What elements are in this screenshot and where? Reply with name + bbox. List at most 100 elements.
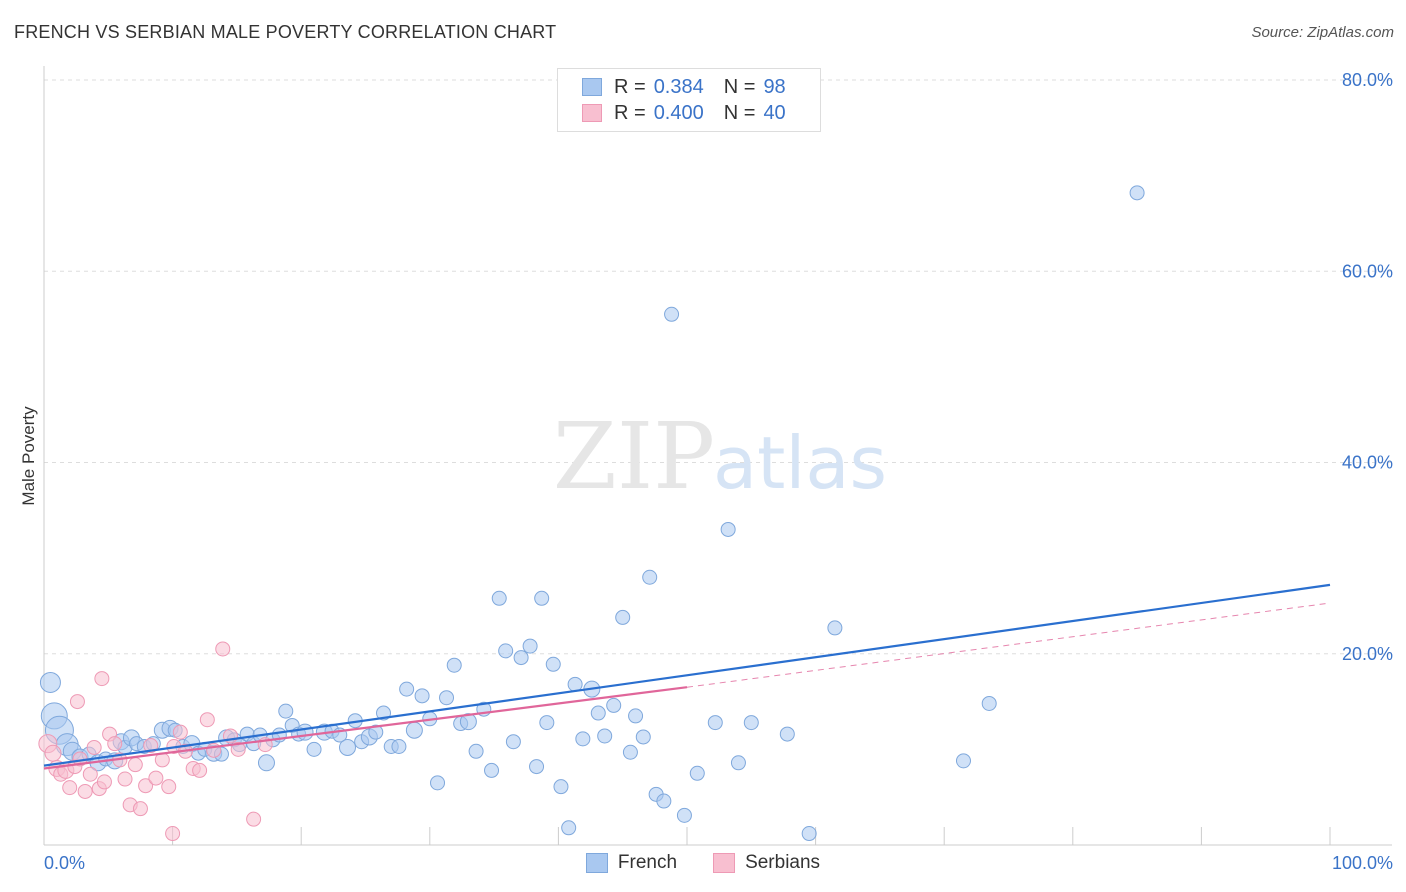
french-point xyxy=(459,713,477,731)
y-tick-label: 60.0% xyxy=(1342,261,1393,281)
french-point xyxy=(664,306,680,322)
serbians-point xyxy=(44,744,62,762)
french-point xyxy=(707,715,723,731)
y-tick-label: 40.0% xyxy=(1342,453,1393,473)
french-point xyxy=(545,656,561,672)
serbians-point xyxy=(230,741,246,757)
legend-label-french: French xyxy=(617,852,678,873)
r-label: R = xyxy=(614,75,646,98)
serbians-point xyxy=(148,770,164,786)
french-point xyxy=(1129,185,1145,201)
french-point xyxy=(513,650,529,666)
french-point xyxy=(399,681,415,697)
french-point xyxy=(468,743,484,759)
serbians-point xyxy=(246,811,262,827)
french-point xyxy=(368,724,384,740)
n-value: 98 xyxy=(763,75,786,98)
french-trend-line xyxy=(43,583,1331,767)
trend-lines xyxy=(43,583,1331,770)
serbians-point xyxy=(96,774,112,790)
legend-row-serbians: R = 0.400 N = 40 xyxy=(582,101,786,125)
correlation-legend: R = 0.384 N = 98 R = 0.400 N = 40 xyxy=(557,68,821,132)
french-point xyxy=(553,779,569,795)
y-tick-label: 80.0% xyxy=(1342,70,1393,90)
french-swatch xyxy=(582,78,602,96)
r-value: 0.384 xyxy=(653,75,704,98)
french-point xyxy=(676,807,692,823)
serbians-point xyxy=(86,739,102,755)
french-point xyxy=(720,521,736,537)
french-point xyxy=(955,753,971,769)
french-swatch xyxy=(585,853,608,873)
serbians-point xyxy=(127,757,143,773)
watermark: ZIP atlas xyxy=(553,403,887,510)
legend-item-serbians: Serbians xyxy=(713,852,820,874)
french-point xyxy=(635,729,651,745)
y-tick-label: 20.0% xyxy=(1342,644,1393,664)
legend-row-french: R = 0.384 N = 98 xyxy=(582,75,786,99)
french-point xyxy=(484,762,500,778)
r-value: 0.400 xyxy=(653,101,704,124)
french-point xyxy=(414,688,430,704)
french-point xyxy=(779,726,795,742)
french-point xyxy=(430,775,446,791)
french-point xyxy=(498,643,514,659)
x-tick-label: 0.0% xyxy=(44,853,85,873)
french-point xyxy=(590,705,606,721)
serbians-point xyxy=(132,801,148,817)
watermark-atlas: atlas xyxy=(713,421,887,505)
serbians-trend-extension xyxy=(686,602,1331,688)
serbians-point xyxy=(138,778,154,794)
french-point xyxy=(730,755,746,771)
french-point xyxy=(257,754,275,772)
serbians-point xyxy=(192,762,208,778)
source-label: Source: ZipAtlas.com xyxy=(1251,24,1394,41)
serbians-point xyxy=(82,766,98,782)
serbians-point xyxy=(69,694,85,710)
french-point xyxy=(446,657,462,673)
french-point xyxy=(391,739,407,755)
serbians-point xyxy=(117,771,133,787)
french-point xyxy=(306,741,322,757)
n-value: 40 xyxy=(763,101,786,124)
french-point xyxy=(534,590,550,606)
french-point xyxy=(439,690,455,706)
watermark-zip: ZIP xyxy=(553,403,715,510)
serbians-point xyxy=(172,724,188,740)
french-point xyxy=(622,744,638,760)
french-point xyxy=(597,728,613,744)
serbians-point xyxy=(94,671,110,687)
french-point xyxy=(522,638,538,654)
gridlines xyxy=(44,79,1392,655)
serbians-point xyxy=(199,712,215,728)
french-point xyxy=(539,715,555,731)
y-axis-label: Male Poverty xyxy=(19,406,38,506)
french-point xyxy=(981,695,997,711)
serbians-point xyxy=(165,826,181,842)
french-point xyxy=(529,759,545,775)
r-label: R = xyxy=(614,101,646,124)
french-point xyxy=(39,671,61,693)
serbians-swatch xyxy=(713,853,736,873)
serbians-point xyxy=(107,736,123,752)
french-point xyxy=(615,609,631,625)
chart-title: FRENCH VS SERBIAN MALE POVERTY CORRELATI… xyxy=(14,22,557,42)
french-point xyxy=(801,826,817,842)
french-point xyxy=(606,697,622,713)
french-point xyxy=(689,765,705,781)
serbians-point xyxy=(215,641,231,657)
french-point xyxy=(743,715,759,731)
tick-labels: 20.0% 40.0% 60.0% 80.0% 0.0% 100.0% xyxy=(44,70,1393,873)
x-tick-label: 100.0% xyxy=(1332,853,1393,873)
french-point xyxy=(505,734,521,750)
serbians-trend-line xyxy=(43,686,688,770)
french-point xyxy=(561,820,577,836)
legend-label-serbians: Serbians xyxy=(745,852,821,873)
french-point xyxy=(642,569,658,585)
serbians-point xyxy=(62,780,78,796)
french-point xyxy=(405,721,423,739)
french-point xyxy=(827,620,843,636)
french-point xyxy=(278,703,294,719)
series-legend: French Serbians xyxy=(0,852,1406,874)
